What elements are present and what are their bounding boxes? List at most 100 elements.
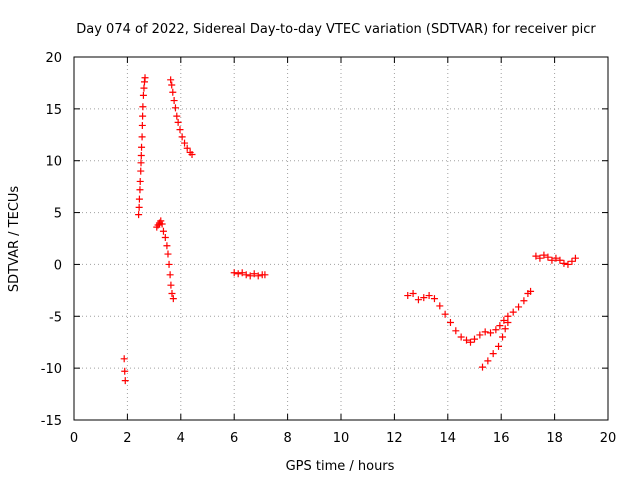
data-point xyxy=(446,319,454,327)
data-point xyxy=(556,256,564,264)
data-point xyxy=(163,242,171,250)
x-tick-label: 18 xyxy=(546,431,563,446)
axis-ticks: 0 2 4 6 8 10 12 14 16 18 20 -15 -10 -5 0 5 10 15 20 xyxy=(41,51,617,446)
data-point xyxy=(420,294,428,302)
x-tick-label: 6 xyxy=(230,431,238,446)
data-point xyxy=(466,338,474,346)
x-tick-label: 10 xyxy=(333,431,350,446)
data-point xyxy=(137,167,145,175)
data-point xyxy=(183,144,191,152)
data-point xyxy=(527,287,535,295)
data-point xyxy=(188,150,196,158)
data-point xyxy=(430,295,438,303)
data-point xyxy=(254,272,262,280)
data-point xyxy=(165,260,173,268)
data-point xyxy=(560,259,568,267)
data-point xyxy=(138,133,146,141)
data-point xyxy=(242,271,250,279)
data-point xyxy=(120,355,128,363)
data-point xyxy=(238,269,246,277)
data-point xyxy=(139,103,147,111)
data-point xyxy=(564,260,572,268)
y-tick-label: 15 xyxy=(45,103,62,118)
data-point xyxy=(409,289,417,297)
data-point xyxy=(540,251,548,259)
data-point xyxy=(169,295,177,303)
data-point xyxy=(515,303,523,311)
data-point xyxy=(544,253,552,261)
data-point xyxy=(509,308,517,316)
data-point xyxy=(250,270,258,278)
y-tick-label: 10 xyxy=(45,155,62,170)
data-point xyxy=(441,310,449,318)
y-axis-label: SDTVAR / TECUs xyxy=(7,186,22,293)
x-axis-label: GPS time / hours xyxy=(286,459,395,474)
data-point xyxy=(436,302,444,310)
data-point xyxy=(136,186,144,194)
data-point xyxy=(139,91,147,99)
data-point xyxy=(492,326,500,334)
data-point xyxy=(168,289,176,297)
data-point xyxy=(171,104,179,112)
data-point xyxy=(176,126,184,134)
data-point xyxy=(174,118,182,126)
data-point xyxy=(479,363,487,371)
data-point xyxy=(500,316,508,324)
data-point xyxy=(135,211,143,219)
data-point xyxy=(452,327,460,335)
data-point xyxy=(499,333,507,341)
data-point xyxy=(457,333,465,341)
data-point xyxy=(135,195,143,203)
data-points xyxy=(120,74,579,385)
data-point xyxy=(261,271,269,279)
data-point xyxy=(496,322,504,330)
data-point xyxy=(536,254,544,262)
x-tick-label: 16 xyxy=(493,431,510,446)
y-tick-label: 0 xyxy=(54,258,62,273)
data-point xyxy=(484,357,492,365)
x-tick-label: 0 xyxy=(70,431,78,446)
data-point xyxy=(141,74,149,82)
chart-title: Day 074 of 2022, Sidereal Day-to-day VTE… xyxy=(76,22,596,37)
x-tick-label: 2 xyxy=(123,431,131,446)
data-point xyxy=(504,312,512,320)
data-point xyxy=(414,296,422,304)
data-point xyxy=(532,252,540,260)
data-point xyxy=(504,319,512,327)
x-tick-label: 4 xyxy=(177,431,185,446)
y-tick-label: -10 xyxy=(41,362,62,377)
data-point xyxy=(481,328,489,336)
data-point xyxy=(487,329,495,337)
data-point xyxy=(157,217,165,225)
data-point xyxy=(548,256,556,264)
data-point xyxy=(471,335,478,343)
y-tick-label: -15 xyxy=(41,414,62,429)
data-point xyxy=(234,270,242,278)
data-point xyxy=(161,233,169,241)
data-point xyxy=(552,254,560,262)
y-tick-label: -5 xyxy=(49,310,62,325)
data-point xyxy=(159,227,167,235)
data-point xyxy=(489,350,497,358)
x-tick-label: 20 xyxy=(600,431,617,446)
data-point xyxy=(166,271,174,279)
data-point xyxy=(137,152,145,160)
data-point xyxy=(164,250,172,258)
data-point xyxy=(181,139,189,147)
data-point xyxy=(137,159,145,167)
data-point xyxy=(495,342,503,350)
data-point xyxy=(135,203,143,211)
data-point xyxy=(173,112,181,120)
grid xyxy=(74,57,608,420)
data-point xyxy=(138,143,146,151)
data-point xyxy=(139,112,147,120)
data-point xyxy=(158,220,166,228)
data-point xyxy=(178,133,186,141)
data-point xyxy=(121,367,129,375)
data-point xyxy=(170,97,178,105)
data-point xyxy=(246,272,254,280)
data-point xyxy=(568,257,576,265)
y-tick-label: 5 xyxy=(54,207,62,222)
data-point xyxy=(476,331,484,339)
